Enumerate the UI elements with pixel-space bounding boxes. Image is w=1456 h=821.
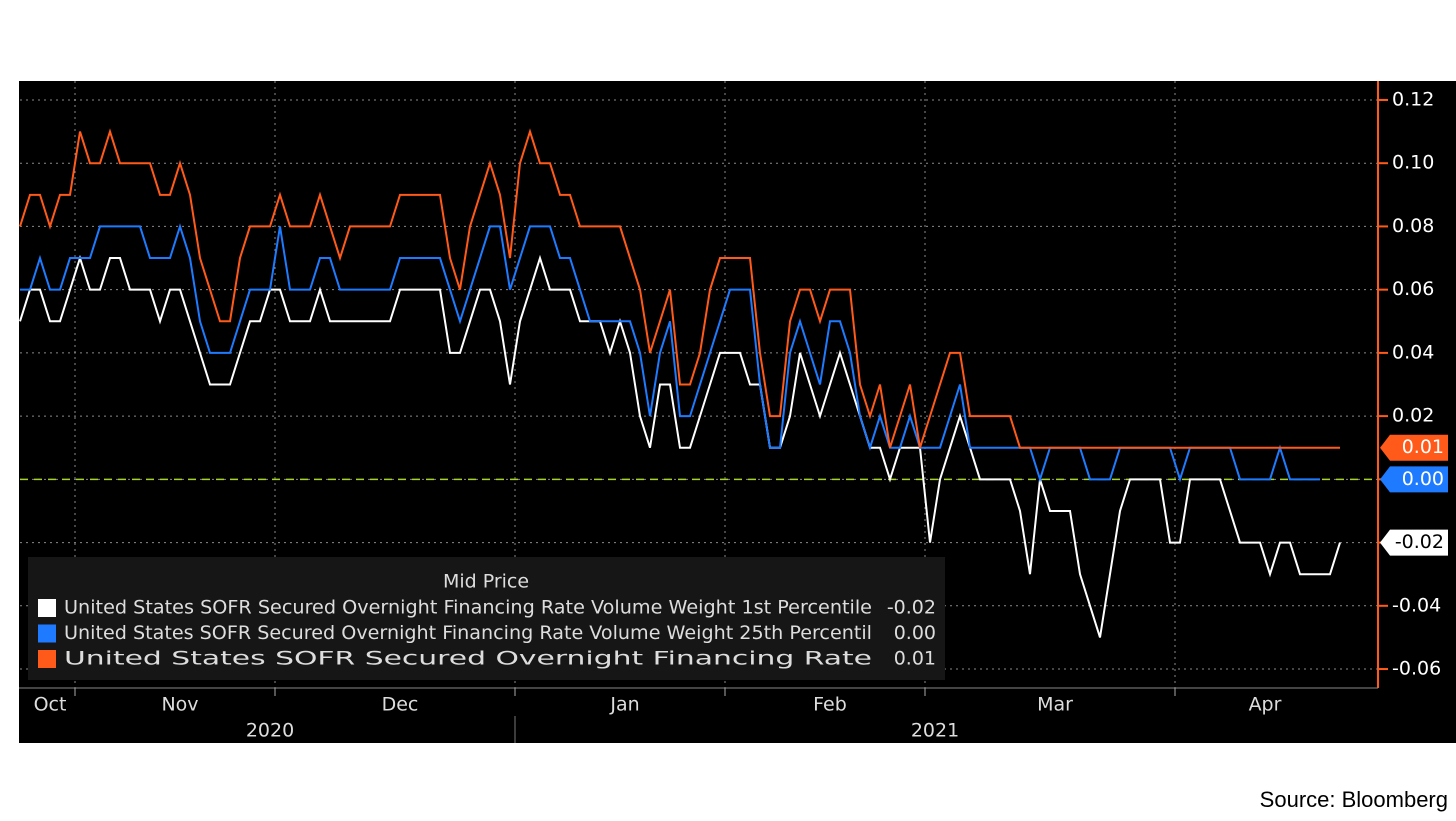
last-value-label: 0.01 [1402, 436, 1444, 458]
last-value-box [1380, 434, 1448, 461]
x-tick-label: Oct [34, 694, 67, 716]
legend-label: United States SOFR Secured Overnight Fin… [64, 597, 872, 619]
y-tick-label: 0.02 [1392, 405, 1434, 427]
y-tick-label: 0.06 [1392, 278, 1434, 300]
legend-value: -0.02 [887, 597, 936, 619]
last-value-box [1380, 466, 1448, 493]
legend-value: 0.00 [894, 622, 936, 644]
legend-swatch [38, 599, 56, 617]
year-label: 2021 [911, 720, 959, 742]
legend-label: United States SOFR Secured Overnight Fin… [64, 622, 872, 644]
legend-label: United States SOFR Secured Overnight Fin… [64, 648, 872, 670]
y-tick-label: -0.06 [1392, 658, 1441, 680]
x-tick-label: Nov [161, 694, 198, 716]
year-label: 2020 [246, 720, 294, 742]
series-line [19, 128, 1340, 449]
y-tick-label: 0.08 [1392, 215, 1434, 237]
x-tick-label: Jan [609, 694, 639, 716]
series-line [20, 223, 1320, 483]
x-tick-label: Dec [382, 694, 419, 716]
legend-swatch [38, 650, 56, 668]
last-value-box [1380, 529, 1448, 556]
legend-title: Mid Price [443, 571, 529, 593]
y-tick-label: 0.04 [1392, 341, 1434, 363]
source-note: Source: Bloomberg [1260, 787, 1448, 812]
x-tick-label: Mar [1037, 694, 1073, 716]
y-tick-label: 0.12 [1392, 88, 1434, 110]
last-value-label: -0.02 [1395, 531, 1444, 553]
y-tick-label: 0.10 [1392, 152, 1434, 174]
x-tick-label: Apr [1249, 694, 1282, 716]
last-value-label: 0.00 [1402, 468, 1444, 490]
series-line [19, 254, 1341, 638]
legend-box [28, 557, 945, 680]
x-tick-label: Feb [813, 694, 847, 716]
legend-value: 0.01 [894, 648, 936, 670]
legend-swatch [38, 624, 56, 643]
y-tick-label: -0.04 [1392, 594, 1441, 616]
